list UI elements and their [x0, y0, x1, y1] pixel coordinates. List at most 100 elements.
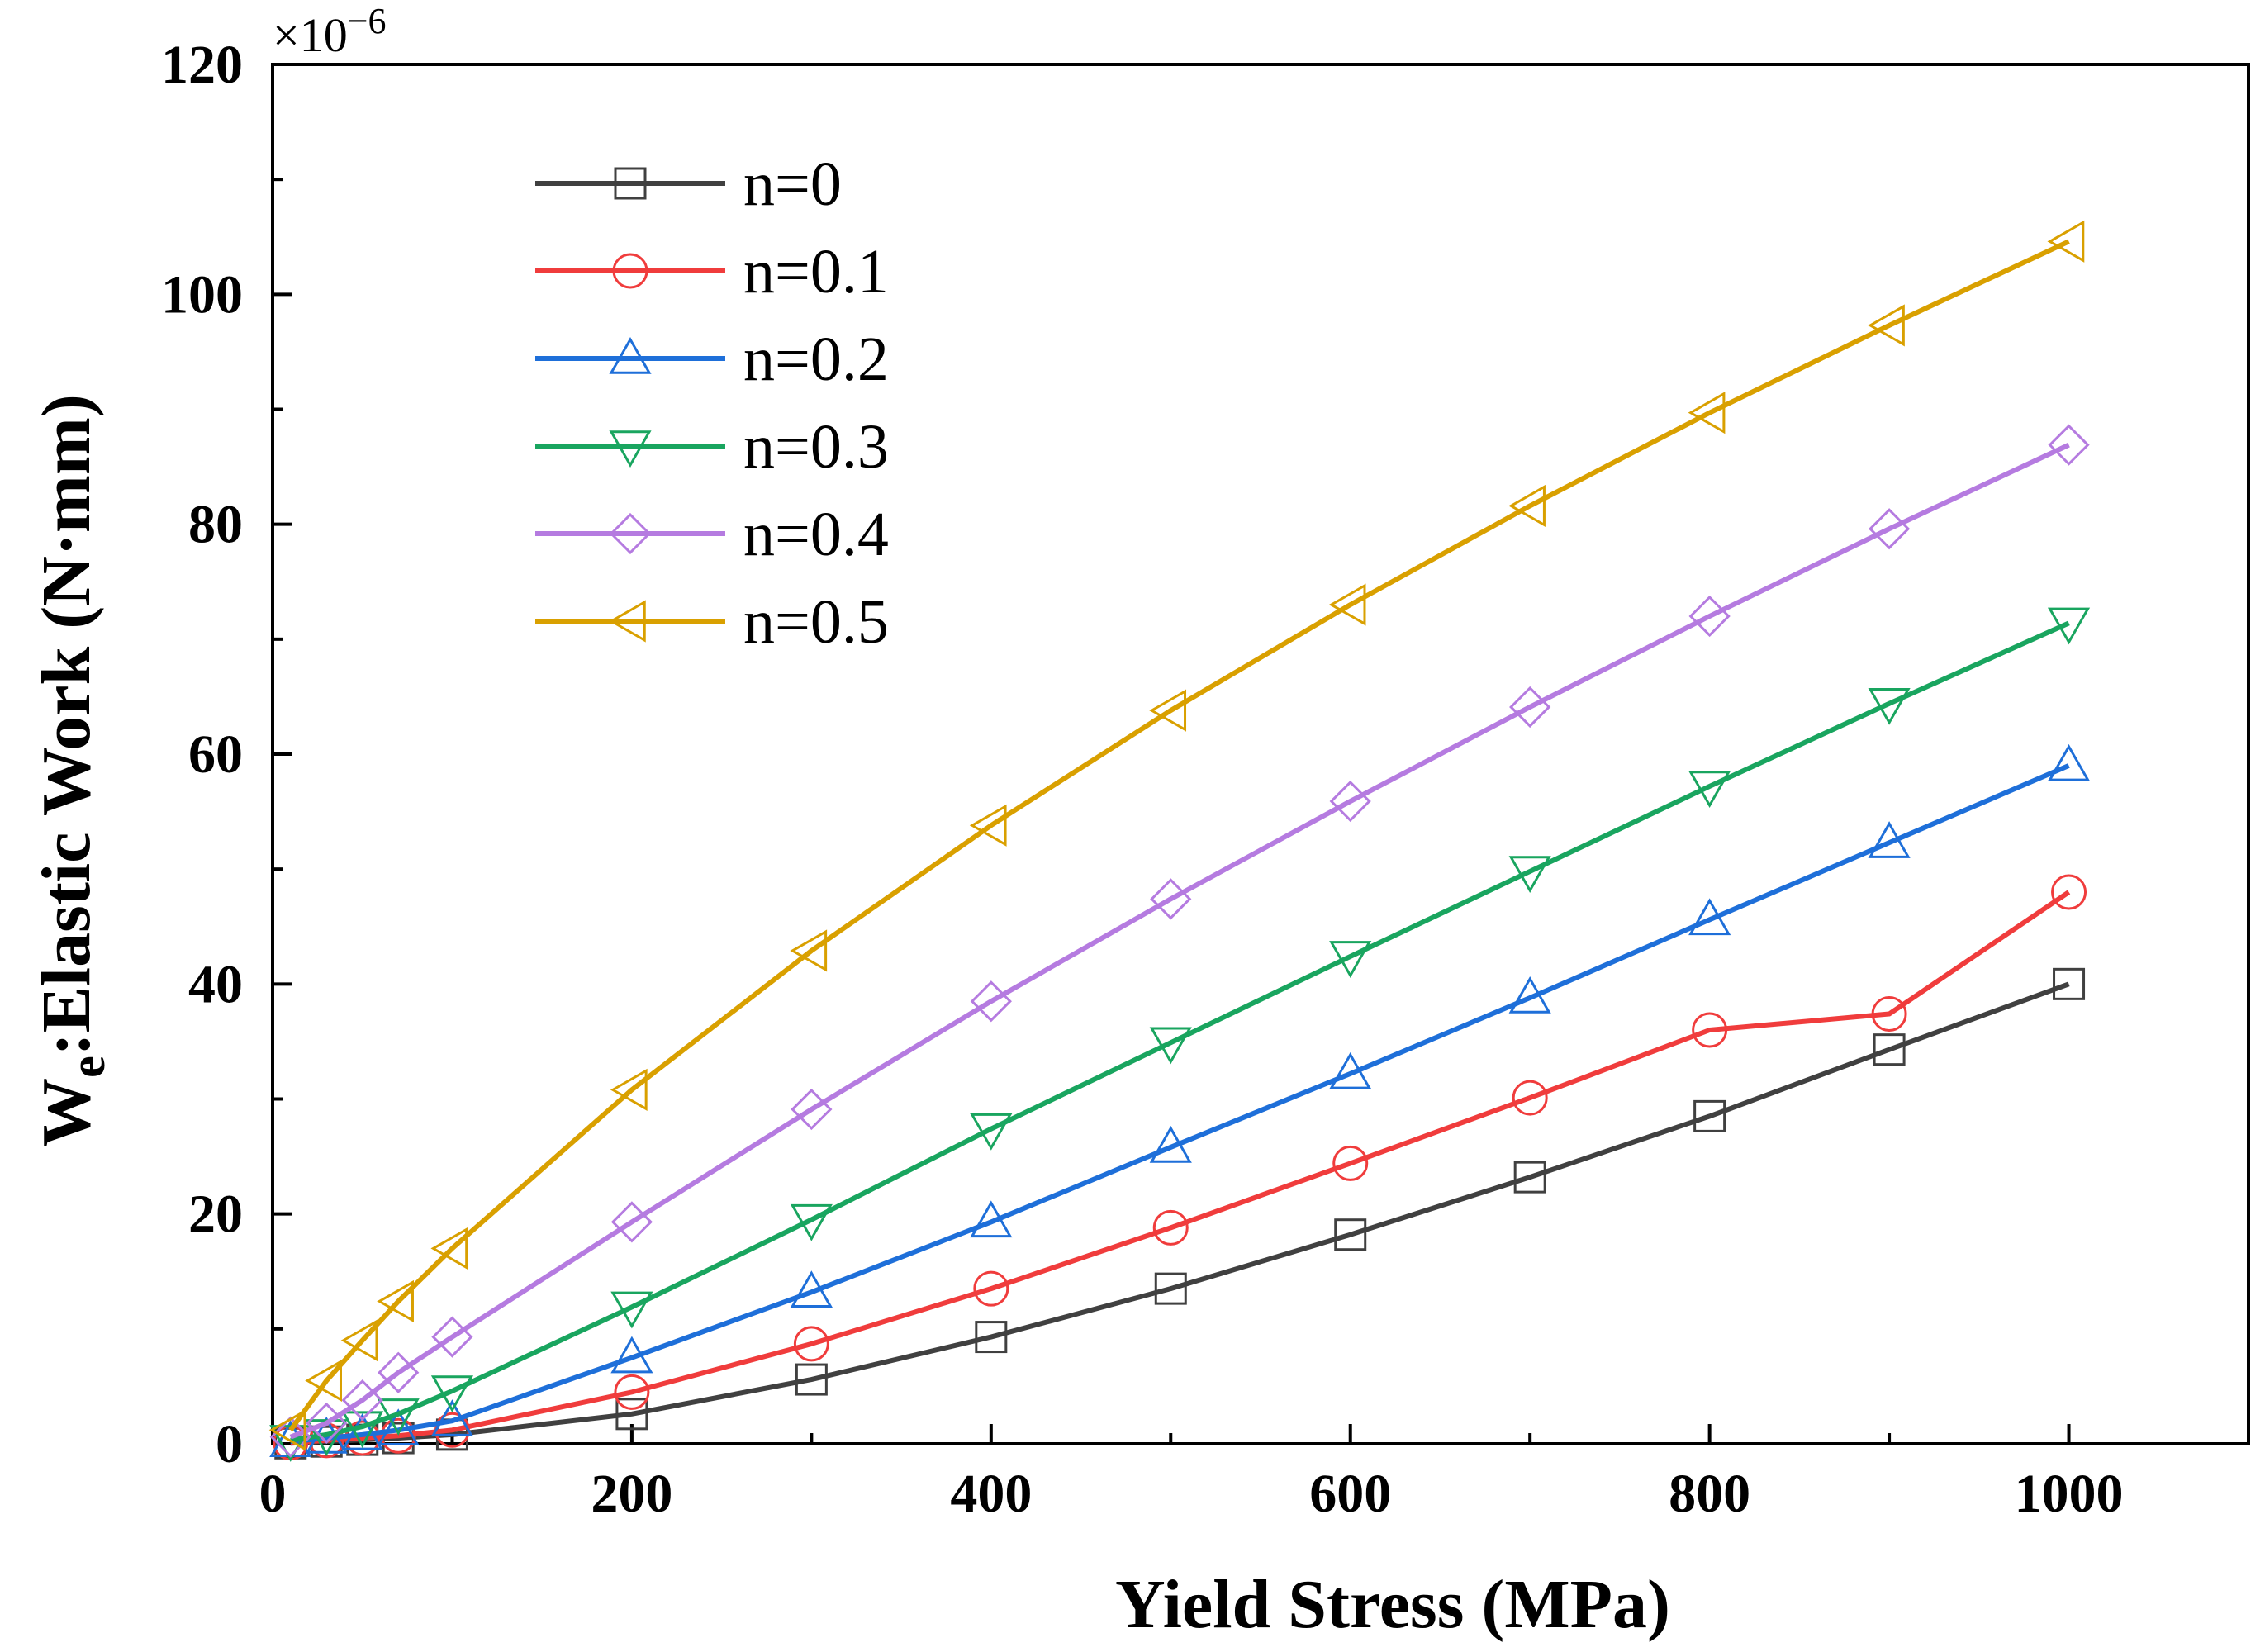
data-point [306, 1402, 348, 1445]
series-n=0.4 [269, 424, 2090, 1458]
data-point [1154, 1272, 1187, 1305]
legend: n=0 n=0.1 n=0.2 n=0.3 n=0.4 n=0.5 [535, 150, 889, 657]
data-point [610, 1291, 653, 1329]
y-tick-label: 80 [188, 495, 243, 555]
data-point [430, 1375, 474, 1413]
y-axis-title-main: W [28, 1078, 105, 1147]
legend-label: n=0.3 [743, 412, 889, 482]
data-point [1150, 878, 1192, 920]
series-group [268, 220, 2091, 1462]
data-point [380, 1417, 416, 1454]
data-point [1692, 1012, 1728, 1048]
y-axis-title-rest: :Elastic Work (N·mm) [28, 394, 105, 1056]
x-tick-label: 600 [1309, 1464, 1391, 1524]
data-point [610, 1201, 653, 1243]
y-multiplier-base: ×10 [273, 8, 348, 62]
y-multiplier-label: ×10−6 [273, 1, 387, 62]
data-point [614, 1374, 650, 1410]
data-point [970, 1200, 1013, 1238]
data-point [341, 1411, 384, 1449]
legend-item: n=0.1 [535, 237, 889, 306]
y-tick-label: 60 [188, 724, 243, 785]
data-point [1873, 1033, 1906, 1066]
data-point [790, 1203, 833, 1241]
y-tick-label: 40 [188, 954, 243, 1014]
data-point [1508, 856, 1551, 893]
legend-label: n=0.4 [743, 500, 889, 569]
data-point [609, 430, 652, 468]
data-point [2053, 967, 2086, 1000]
data-point [1688, 898, 1731, 936]
data-point [790, 929, 828, 972]
data-point [1868, 508, 1911, 550]
data-point [973, 1270, 1009, 1307]
x-tick-label: 1000 [2015, 1464, 2124, 1524]
data-point [610, 1068, 648, 1111]
y-multiplier-exponent: −6 [348, 1, 387, 41]
series-n=0.3 [269, 607, 2091, 1462]
legend-item: n=0.2 [535, 325, 889, 394]
data-point [2047, 743, 2091, 781]
legend-item: n=0.3 [535, 412, 889, 482]
data-point [1688, 392, 1726, 434]
data-point [970, 980, 1012, 1023]
y-axis-title: We:Elastic Work (N·mm) [28, 394, 115, 1147]
data-point [1149, 1125, 1192, 1163]
data-point [1149, 689, 1187, 732]
data-point [1508, 484, 1546, 527]
data-point [610, 1336, 653, 1374]
data-point [269, 1416, 311, 1458]
data-point [1871, 996, 1907, 1032]
data-point [268, 1408, 306, 1451]
data-point [431, 1316, 473, 1358]
legend-label: n=0 [743, 150, 842, 219]
data-point [969, 804, 1007, 847]
data-point [341, 1412, 384, 1450]
data-point [612, 253, 648, 289]
x-tick-label: 0 [259, 1464, 287, 1524]
series-line [290, 620, 2070, 1443]
y-tick-label: 20 [188, 1184, 243, 1245]
data-point [1332, 1145, 1369, 1181]
data-point [1334, 1218, 1367, 1251]
data-point [790, 1270, 833, 1308]
data-point [378, 1351, 420, 1393]
series-line [288, 239, 2070, 1432]
data-point [614, 167, 647, 200]
y-tick-label: 100 [161, 264, 243, 325]
data-point [970, 1113, 1013, 1151]
data-point [795, 1363, 828, 1396]
data-point [2047, 607, 2091, 645]
data-point [1329, 780, 1371, 823]
data-point [1508, 976, 1551, 1014]
data-point [1688, 595, 1731, 638]
legend-label: n=0.2 [743, 325, 889, 394]
data-point [1688, 771, 1731, 808]
data-point [341, 1379, 383, 1422]
x-tick-label: 400 [950, 1464, 1032, 1524]
ticks: 0 200 400 600 800 1000 0 20 40 60 80 100 120 [161, 35, 2124, 1524]
data-point [1693, 1099, 1726, 1132]
data-point [377, 1279, 414, 1323]
data-point [791, 1088, 833, 1131]
data-point [377, 1408, 420, 1446]
data-point [340, 1319, 378, 1362]
y-axis-title-subscript: e [60, 1056, 115, 1078]
data-point [2048, 424, 2090, 466]
data-point [609, 336, 652, 374]
y-tick-label: 120 [161, 35, 243, 95]
x-tick-label: 200 [591, 1464, 672, 1524]
data-point [1328, 583, 1366, 626]
series-n=0.5 [268, 220, 2085, 1451]
data-point [1152, 1209, 1189, 1246]
legend-label: n=0.1 [743, 237, 889, 306]
legend-item: n=0.5 [535, 587, 889, 657]
data-point [1509, 686, 1551, 729]
data-point [1513, 1161, 1546, 1194]
data-point [2047, 220, 2085, 263]
data-point [305, 1359, 342, 1403]
data-point [1868, 821, 1911, 858]
series-line [290, 890, 2071, 1446]
data-point [2051, 874, 2087, 910]
data-point [377, 1398, 420, 1436]
